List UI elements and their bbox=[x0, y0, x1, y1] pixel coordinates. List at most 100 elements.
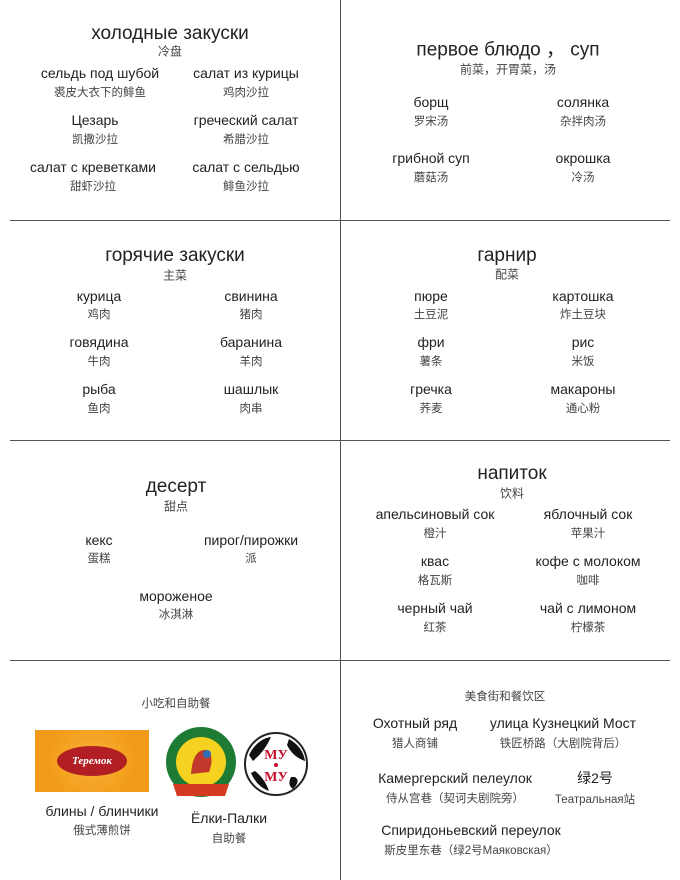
item-chinese: 米饭 bbox=[571, 356, 595, 368]
section-subtitle: 冷盘 bbox=[157, 44, 183, 59]
item-russian: Охотный ряд bbox=[372, 715, 458, 731]
section-subtitle: 前菜，开胃菜，汤 bbox=[459, 62, 557, 77]
item-russian: говядина bbox=[69, 334, 129, 350]
item-chinese: 蘑菇汤 bbox=[413, 172, 449, 184]
item-russian: кофе с молоком bbox=[535, 553, 641, 569]
item-chinese: 炸土豆块 bbox=[560, 309, 606, 321]
item-chinese: 杂拌肉汤 bbox=[560, 116, 606, 128]
item-russian: салат с сельдью bbox=[192, 159, 300, 175]
horizontal-divider bbox=[10, 440, 670, 441]
item-russian: Цезарь bbox=[71, 112, 119, 128]
item-russian: шашлык bbox=[223, 381, 279, 397]
item-chinese: 俄式薄煎饼 bbox=[73, 825, 131, 837]
item-chinese: 柠檬茶 bbox=[570, 622, 606, 634]
item-chinese: 希腊沙拉 bbox=[223, 134, 269, 146]
item-russian: Ёлки-Палки bbox=[190, 810, 268, 826]
section-subtitle: 甜点 bbox=[163, 499, 189, 514]
item-chinese: 凯撒沙拉 bbox=[72, 134, 118, 146]
item-chinese: 通心粉 bbox=[565, 403, 601, 415]
item-russian: сельдь под шубой bbox=[40, 65, 160, 81]
item-chinese: 荞麦 bbox=[419, 403, 443, 415]
item-chinese: 斯皮里东巷（绿2号Маяковская） bbox=[384, 845, 558, 857]
item-russian: салат из курицы bbox=[193, 65, 299, 81]
section-title: напиток bbox=[477, 463, 547, 484]
item-chinese: 鸡肉 bbox=[87, 309, 111, 321]
item-russian: грибной суп bbox=[392, 150, 470, 166]
item-russian: фри bbox=[417, 334, 445, 350]
item-chinese: 铁匠桥路（大剧院背后） bbox=[499, 738, 627, 750]
item-russian: рыба bbox=[82, 381, 116, 397]
item-chinese: 薯条 bbox=[419, 356, 443, 368]
item-chinese: 肉串 bbox=[239, 403, 263, 415]
svg-text:МУ: МУ bbox=[264, 748, 288, 763]
item-chinese: 甜虾沙拉 bbox=[70, 181, 116, 193]
item-chinese: 侍从宫巷（契诃夫剧院旁） bbox=[386, 793, 524, 805]
item-chinese: 咖啡 bbox=[576, 575, 600, 587]
item-russian: свинина bbox=[224, 288, 278, 304]
item-russian: блины / блинчики bbox=[45, 803, 159, 819]
item-russian: пирог/пирожки bbox=[203, 532, 299, 548]
item-russian: чай с лимоном bbox=[539, 600, 637, 616]
item-chinese: 冷汤 bbox=[571, 172, 595, 184]
horizontal-divider bbox=[10, 660, 670, 661]
item-russian: яблочный сок bbox=[543, 506, 633, 522]
item-chinese: 橙汁 bbox=[423, 528, 447, 540]
item-russian: рис bbox=[571, 334, 595, 350]
item-russian: черный чай bbox=[397, 600, 473, 616]
item-russian: апельсиновый сок bbox=[375, 506, 495, 522]
item-chinese: 鲱鱼沙拉 bbox=[223, 181, 269, 193]
item-russian: Спиридоньевский переулок bbox=[381, 822, 561, 838]
item-russian: гречка bbox=[410, 381, 452, 397]
item-chinese: Театральная站 bbox=[554, 794, 636, 806]
item-russian: Камергерский пелеулок bbox=[378, 770, 532, 786]
teremok-logo-text: Теремок bbox=[57, 746, 127, 776]
item-russian: мороженое bbox=[139, 588, 213, 604]
item-chinese: 苹果汁 bbox=[570, 528, 606, 540]
item-chinese: 羊肉 bbox=[239, 356, 263, 368]
item-russian: макароны bbox=[550, 381, 616, 397]
teremok-logo: Теремок bbox=[35, 730, 149, 792]
elki-palki-logo bbox=[166, 727, 236, 797]
item-chinese: 派 bbox=[245, 553, 257, 565]
section-subtitle: 主菜 bbox=[162, 268, 188, 283]
item-russian: окрошка bbox=[555, 150, 611, 166]
item-russian: пюре bbox=[414, 288, 448, 304]
item-chinese: 冰淇淋 bbox=[158, 609, 194, 621]
section-title: холодные закуски bbox=[91, 23, 249, 44]
section-title: горячие закуски bbox=[105, 245, 245, 266]
section-subtitle: 饮料 bbox=[499, 486, 525, 501]
section-subtitle: 小吃和自助餐 bbox=[141, 698, 211, 710]
item-russian: улица Кузнецкий Мост bbox=[489, 715, 637, 731]
item-russian: баранина bbox=[219, 334, 283, 350]
item-chinese: 红茶 bbox=[423, 622, 447, 634]
item-russian: курица bbox=[76, 288, 122, 304]
mumu-logo: МУ МУ bbox=[244, 732, 308, 796]
section-title: десерт bbox=[145, 476, 207, 497]
item-chinese: 罗宋汤 bbox=[413, 116, 449, 128]
item-chinese: 自助餐 bbox=[211, 833, 247, 845]
item-russian: борщ bbox=[413, 94, 449, 110]
item-chinese: 裘皮大衣下的鲱鱼 bbox=[54, 87, 146, 99]
section-subtitle: 美食街和餐饮区 bbox=[464, 691, 546, 703]
item-chinese: 蛋糕 bbox=[87, 553, 111, 565]
item-chinese: 土豆泥 bbox=[413, 309, 449, 321]
svg-text:МУ: МУ bbox=[264, 770, 288, 785]
item-chinese: 猪肉 bbox=[239, 309, 263, 321]
item-russian: картошка bbox=[552, 288, 614, 304]
item-chinese: 鱼肉 bbox=[87, 403, 111, 415]
item-chinese: 猎人商铺 bbox=[392, 738, 438, 750]
item-chinese: 牛肉 bbox=[87, 356, 111, 368]
section-title: первое блюдо ， суп bbox=[416, 39, 600, 61]
section-subtitle: 配菜 bbox=[494, 267, 520, 282]
item-russian: греческий салат bbox=[193, 112, 299, 128]
horizontal-divider bbox=[10, 220, 670, 221]
item-chinese: 鸡肉沙拉 bbox=[223, 87, 269, 99]
item-russian: солянка bbox=[556, 94, 610, 110]
item-russian: кекс bbox=[85, 532, 113, 548]
item-russian: 绿2号 bbox=[577, 770, 613, 786]
item-russian: салат с креветками bbox=[30, 159, 156, 175]
item-russian: квас bbox=[420, 553, 450, 569]
section-title: гарнир bbox=[477, 245, 537, 266]
item-chinese: 格瓦斯 bbox=[417, 575, 453, 587]
